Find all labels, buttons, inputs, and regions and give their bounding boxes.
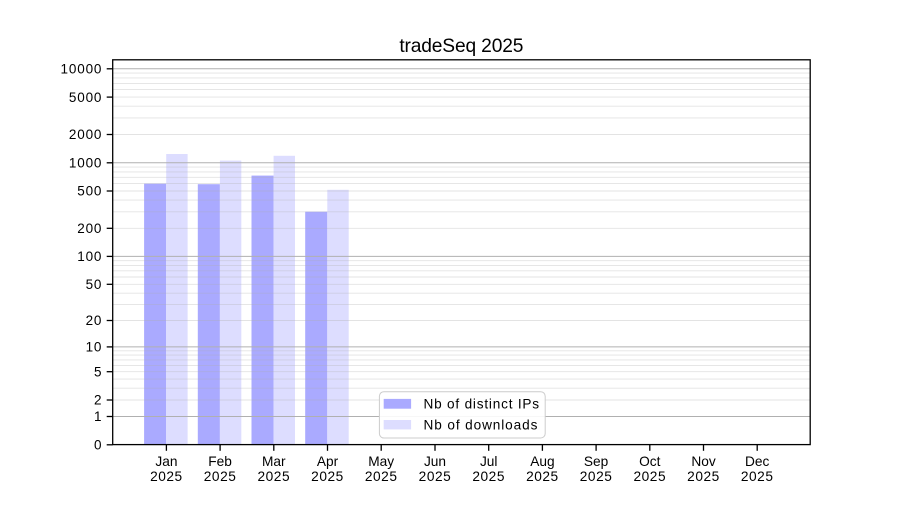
svg-text:10: 10 xyxy=(86,340,103,355)
svg-text:2025: 2025 xyxy=(365,469,398,484)
svg-text:2025: 2025 xyxy=(204,469,237,484)
svg-text:2025: 2025 xyxy=(633,469,666,484)
svg-text:Jun: Jun xyxy=(424,454,446,469)
svg-text:May: May xyxy=(368,454,394,469)
svg-text:Aug: Aug xyxy=(530,454,554,469)
svg-text:2025: 2025 xyxy=(741,469,774,484)
svg-text:2: 2 xyxy=(94,393,102,408)
svg-text:Nb of downloads: Nb of downloads xyxy=(424,418,539,433)
svg-text:500: 500 xyxy=(77,184,102,199)
svg-text:2025: 2025 xyxy=(150,469,183,484)
svg-text:Sep: Sep xyxy=(584,454,609,469)
svg-text:2025: 2025 xyxy=(687,469,720,484)
svg-text:tradeSeq 2025: tradeSeq 2025 xyxy=(399,36,523,57)
svg-text:2025: 2025 xyxy=(419,469,452,484)
svg-text:10000: 10000 xyxy=(61,62,103,77)
svg-text:2025: 2025 xyxy=(526,469,559,484)
svg-text:Oct: Oct xyxy=(639,454,660,469)
svg-text:2025: 2025 xyxy=(311,469,344,484)
svg-text:0: 0 xyxy=(94,438,102,453)
svg-text:1: 1 xyxy=(94,409,102,424)
svg-text:20: 20 xyxy=(86,313,103,328)
svg-text:2025: 2025 xyxy=(472,469,505,484)
svg-text:50: 50 xyxy=(86,277,103,292)
svg-text:5: 5 xyxy=(94,364,102,379)
svg-text:Nov: Nov xyxy=(691,454,715,469)
svg-text:Jan: Jan xyxy=(155,454,177,469)
svg-text:Mar: Mar xyxy=(262,454,286,469)
svg-text:2000: 2000 xyxy=(69,127,102,142)
svg-text:100: 100 xyxy=(77,249,102,264)
svg-text:Dec: Dec xyxy=(745,454,769,469)
svg-text:200: 200 xyxy=(77,221,102,236)
svg-text:1000: 1000 xyxy=(69,156,102,171)
svg-text:Jul: Jul xyxy=(480,454,498,469)
svg-text:2025: 2025 xyxy=(257,469,290,484)
svg-text:Feb: Feb xyxy=(208,454,232,469)
svg-text:5000: 5000 xyxy=(69,90,102,105)
svg-text:Nb of distinct IPs: Nb of distinct IPs xyxy=(424,396,540,411)
svg-text:2025: 2025 xyxy=(580,469,613,484)
svg-text:Apr: Apr xyxy=(317,454,339,469)
